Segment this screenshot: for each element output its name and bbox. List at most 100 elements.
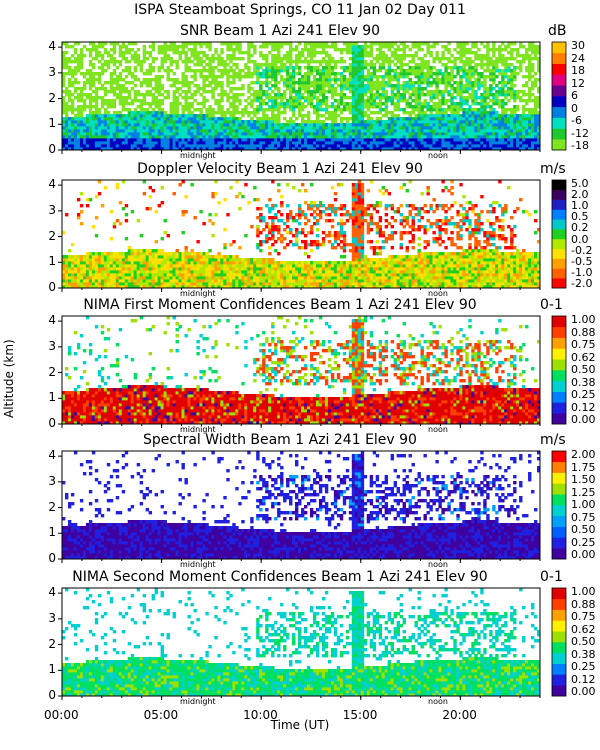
heatmap-cell xyxy=(73,69,78,73)
heatmap-cell xyxy=(315,117,320,121)
heatmap-cell xyxy=(160,45,164,49)
heatmap-cell xyxy=(118,90,123,94)
heatmap-cell xyxy=(429,75,433,79)
heatmap-cell xyxy=(82,261,87,265)
heatmap-cell xyxy=(217,111,221,115)
heatmap-cell xyxy=(226,135,230,139)
heatmap-cell xyxy=(184,69,188,73)
heatmap-cell xyxy=(519,132,523,136)
heatmap-cell xyxy=(399,42,403,46)
heatmap-cell xyxy=(366,132,371,136)
heatmap-cell xyxy=(91,105,96,109)
heatmap-cell xyxy=(408,138,412,142)
heatmap-cell xyxy=(411,45,415,49)
heatmap-cell xyxy=(109,54,114,58)
heatmap-cell xyxy=(76,120,81,124)
heatmap-cell xyxy=(208,123,212,127)
heatmap-cell xyxy=(259,66,263,70)
heatmap-cell xyxy=(238,69,242,73)
heatmap-cell xyxy=(354,120,359,124)
heatmap-cell xyxy=(375,120,380,124)
heatmap-cell xyxy=(468,87,472,91)
heatmap-cell xyxy=(289,51,293,55)
heatmap-cell xyxy=(462,63,466,67)
heatmap-cell xyxy=(94,123,99,127)
heatmap-cell xyxy=(67,129,72,133)
heatmap-cell xyxy=(366,114,371,118)
heatmap-cell xyxy=(414,123,418,127)
heatmap-cell xyxy=(253,111,257,115)
heatmap-cell xyxy=(142,45,147,49)
heatmap-cell xyxy=(354,102,359,106)
heatmap-cell xyxy=(438,144,442,148)
heatmap-cell xyxy=(64,285,69,289)
heatmap-cell xyxy=(226,117,230,121)
heatmap-cell xyxy=(292,129,296,133)
heatmap-cell xyxy=(274,54,278,58)
heatmap-cell xyxy=(127,90,132,94)
heatmap-cell xyxy=(85,117,90,121)
heatmap-cell xyxy=(459,117,463,121)
heatmap-cell xyxy=(513,105,517,109)
heatmap-cell xyxy=(262,114,266,118)
heatmap-cell xyxy=(411,99,415,103)
heatmap-cell xyxy=(420,114,424,118)
heatmap-cell xyxy=(160,66,164,70)
heatmap-cell xyxy=(423,75,427,79)
heatmap-cell xyxy=(121,96,126,100)
heatmap-cell xyxy=(399,144,403,148)
heatmap-cell xyxy=(459,93,463,97)
heatmap-cell xyxy=(91,78,96,82)
heatmap-cell xyxy=(498,114,502,118)
heatmap-cell xyxy=(169,45,173,49)
heatmap-cell xyxy=(67,135,72,139)
heatmap-cell xyxy=(309,96,314,100)
heatmap-cell xyxy=(510,63,514,67)
heatmap-cell xyxy=(516,51,520,55)
heatmap-cell xyxy=(327,147,332,151)
heatmap-cell xyxy=(537,120,541,124)
heatmap-cell xyxy=(375,60,380,64)
heatmap-cell xyxy=(121,126,126,130)
heatmap-cell xyxy=(477,114,481,118)
heatmap-cell xyxy=(73,72,78,76)
heatmap-cell xyxy=(462,120,466,124)
heatmap-cell xyxy=(91,96,96,100)
heatmap-cell xyxy=(142,276,147,280)
heatmap-cell xyxy=(175,60,179,64)
heatmap-cell xyxy=(534,123,538,127)
heatmap-cell xyxy=(64,93,69,97)
heatmap-cell xyxy=(271,90,275,94)
heatmap-cell xyxy=(199,75,203,79)
heatmap-cell xyxy=(247,90,251,94)
heatmap-cell xyxy=(471,72,475,76)
heatmap-cell xyxy=(157,51,161,55)
heatmap-cell xyxy=(64,141,69,145)
heatmap-cell xyxy=(501,126,505,130)
heatmap-cell xyxy=(378,117,383,121)
heatmap-cell xyxy=(145,141,150,145)
heatmap-cell xyxy=(175,63,179,67)
heatmap-cell xyxy=(235,144,239,148)
heatmap-cell xyxy=(450,66,454,70)
heatmap-cell xyxy=(232,78,236,82)
heatmap-cell xyxy=(522,132,526,136)
heatmap-cell xyxy=(441,72,445,76)
heatmap-cell xyxy=(303,138,308,142)
heatmap-cell xyxy=(220,96,224,100)
heatmap-cell xyxy=(333,78,338,82)
colorbar xyxy=(551,41,567,151)
heatmap-cell xyxy=(253,69,257,73)
heatmap-cell xyxy=(76,42,81,46)
heatmap-cell xyxy=(67,282,72,286)
heatmap-cell xyxy=(178,138,182,142)
heatmap-cell xyxy=(429,129,433,133)
heatmap-cell xyxy=(295,135,299,139)
heatmap-cell xyxy=(181,96,185,100)
heatmap-cell xyxy=(348,75,353,79)
heatmap-cell xyxy=(489,69,493,73)
heatmap-cell xyxy=(498,60,502,64)
heatmap-cell xyxy=(280,57,284,61)
heatmap-cell xyxy=(64,147,69,151)
heatmap-cell xyxy=(333,90,338,94)
